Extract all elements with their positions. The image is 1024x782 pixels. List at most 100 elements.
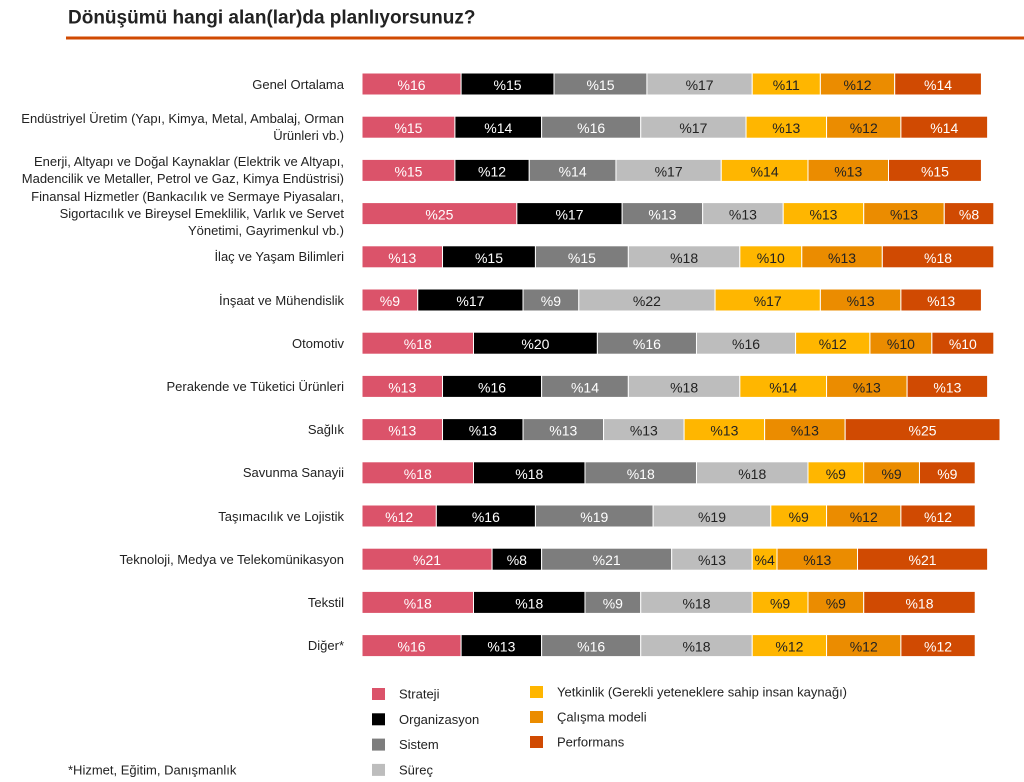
legend-swatch bbox=[372, 763, 385, 776]
value-label: %18 bbox=[404, 466, 432, 482]
bar-segment bbox=[918, 461, 976, 485]
category-label: Taşımacılık ve Lojistik bbox=[218, 508, 344, 524]
value-label: %16 bbox=[577, 120, 605, 136]
value-label: %9 bbox=[826, 595, 846, 611]
value-label: %13 bbox=[698, 552, 726, 568]
legend-label: Strateji bbox=[399, 687, 440, 702]
bar-segment bbox=[900, 115, 989, 139]
legend-label: Performans bbox=[557, 735, 625, 750]
bar-segment bbox=[900, 634, 976, 658]
value-label: %12 bbox=[819, 336, 847, 352]
category-label: Perakende ve Tüketici Ürünleri bbox=[166, 378, 344, 394]
value-label: %15 bbox=[921, 163, 949, 179]
value-label: %15 bbox=[586, 77, 614, 93]
value-label: %17 bbox=[686, 77, 714, 93]
category-label: İnşaat ve Mühendislik bbox=[218, 292, 344, 308]
value-label: %13 bbox=[834, 163, 862, 179]
value-label: %17 bbox=[655, 163, 683, 179]
value-label: %13 bbox=[791, 423, 819, 439]
value-label: %13 bbox=[853, 379, 881, 395]
legend-swatch bbox=[530, 711, 543, 723]
category-label: Diğer* bbox=[307, 638, 344, 654]
value-label: %16 bbox=[478, 379, 506, 395]
value-label: %15 bbox=[568, 250, 596, 266]
value-label: %13 bbox=[772, 120, 800, 136]
bar-segment bbox=[931, 331, 995, 355]
value-label: %14 bbox=[769, 379, 797, 395]
value-label: %9 bbox=[770, 595, 790, 611]
value-label: %12 bbox=[385, 509, 413, 525]
value-label: %13 bbox=[549, 423, 577, 439]
value-label: %13 bbox=[729, 207, 757, 223]
value-label: %17 bbox=[555, 207, 583, 223]
category-label: İlaç ve Yaşam Bilimleri bbox=[214, 249, 344, 265]
value-label: %18 bbox=[924, 250, 952, 266]
category-label: Finansal Hizmetler (Bankacılık ve Sermay… bbox=[31, 189, 344, 239]
category-label: Savunma Sanayii bbox=[242, 465, 344, 481]
value-label: %18 bbox=[682, 639, 710, 655]
legend-swatch bbox=[372, 738, 385, 751]
value-label: %15 bbox=[494, 77, 522, 93]
legend-swatch bbox=[530, 736, 543, 748]
bar-segment bbox=[943, 202, 995, 226]
value-label: %12 bbox=[844, 77, 872, 93]
bar-segment bbox=[844, 418, 1001, 442]
value-label: %13 bbox=[809, 207, 837, 223]
category-label: Genel Ortalama bbox=[252, 76, 344, 92]
value-label: %14 bbox=[751, 163, 779, 179]
value-label: %13 bbox=[828, 250, 856, 266]
category-label: Endüstriyel Üretim (Yapı, Kimya, Metal, … bbox=[21, 111, 344, 144]
value-label: %20 bbox=[521, 336, 549, 352]
value-label: %9 bbox=[541, 293, 561, 309]
value-label: %9 bbox=[789, 509, 809, 525]
value-label: %12 bbox=[924, 509, 952, 525]
value-label: %9 bbox=[881, 466, 901, 482]
value-label: %16 bbox=[732, 336, 760, 352]
value-label: %16 bbox=[472, 509, 500, 525]
category-label: Tekstil bbox=[307, 594, 344, 610]
value-label: %17 bbox=[679, 120, 707, 136]
legend-swatch bbox=[372, 713, 385, 726]
value-label: %14 bbox=[559, 163, 587, 179]
value-label: %18 bbox=[905, 595, 933, 611]
bar-segment bbox=[857, 547, 989, 571]
category-label: Teknoloji, Medya ve Telekomünikasyon bbox=[119, 551, 345, 567]
value-label: %16 bbox=[398, 77, 426, 93]
value-label: %18 bbox=[627, 466, 655, 482]
category-label: Otomotiv bbox=[291, 335, 344, 351]
value-label: %4 bbox=[755, 552, 775, 568]
value-label: %18 bbox=[670, 379, 698, 395]
value-label: %14 bbox=[484, 120, 512, 136]
value-label: %13 bbox=[890, 207, 918, 223]
value-label: %13 bbox=[933, 379, 961, 395]
value-label: %10 bbox=[757, 250, 785, 266]
category-label: Sağlık bbox=[307, 422, 344, 438]
category-label: Enerji, Altyapı ve Doğal Kaynaklar (Elek… bbox=[21, 154, 344, 187]
bar-segment bbox=[900, 288, 982, 312]
value-label: %13 bbox=[847, 293, 875, 309]
value-label: %11 bbox=[773, 77, 800, 93]
value-label: %13 bbox=[648, 207, 676, 223]
value-label: %22 bbox=[633, 293, 661, 309]
value-label: %13 bbox=[388, 379, 416, 395]
value-label: %14 bbox=[930, 120, 958, 136]
value-label: %18 bbox=[515, 466, 543, 482]
value-label: %12 bbox=[850, 120, 878, 136]
value-label: %10 bbox=[887, 336, 915, 352]
bar-segment bbox=[900, 504, 976, 528]
value-label: %14 bbox=[924, 77, 952, 93]
value-label: %21 bbox=[909, 552, 937, 568]
value-label: %13 bbox=[630, 423, 658, 439]
value-label: %13 bbox=[388, 423, 416, 439]
value-label: %9 bbox=[603, 595, 623, 611]
legend-swatch bbox=[530, 686, 543, 698]
legend-swatch bbox=[372, 688, 385, 700]
bar-segment bbox=[894, 72, 982, 96]
value-label: %18 bbox=[404, 595, 432, 611]
value-label: %12 bbox=[478, 163, 506, 179]
value-label: %17 bbox=[456, 293, 484, 309]
value-label: %15 bbox=[394, 120, 422, 136]
value-label: %15 bbox=[394, 163, 422, 179]
